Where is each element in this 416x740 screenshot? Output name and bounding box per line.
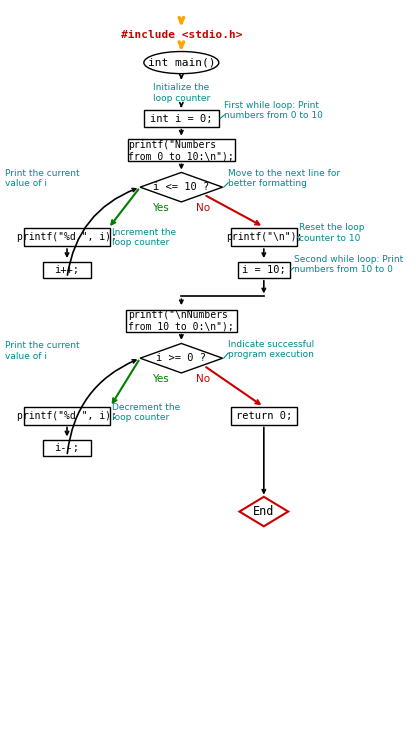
- Text: Initialize the
loop counter: Initialize the loop counter: [153, 83, 210, 103]
- FancyBboxPatch shape: [42, 262, 92, 278]
- Text: i >= 0 ?: i >= 0 ?: [156, 353, 206, 363]
- Polygon shape: [240, 497, 288, 526]
- Text: No: No: [196, 374, 210, 384]
- FancyBboxPatch shape: [144, 110, 219, 127]
- Text: printf("\nNumbers
from 10 to 0:\n");: printf("\nNumbers from 10 to 0:\n");: [129, 310, 234, 332]
- Text: Second while loop: Print
numbers from 10 to 0: Second while loop: Print numbers from 10…: [294, 255, 403, 275]
- Text: return 0;: return 0;: [236, 411, 292, 421]
- FancyBboxPatch shape: [24, 407, 110, 425]
- Text: i = 10;: i = 10;: [242, 265, 286, 275]
- Text: Indicate successful
program execution: Indicate successful program execution: [228, 340, 314, 359]
- Text: int main(): int main(): [148, 58, 215, 67]
- Polygon shape: [140, 172, 223, 202]
- Text: Move to the next line for
better formatting: Move to the next line for better formatt…: [228, 169, 340, 188]
- FancyBboxPatch shape: [231, 407, 297, 425]
- Text: First while loop: Print
numbers from 0 to 10: First while loop: Print numbers from 0 t…: [225, 101, 323, 120]
- Text: Increment the
loop counter: Increment the loop counter: [112, 228, 176, 247]
- FancyBboxPatch shape: [24, 229, 110, 246]
- Text: printf("%d ", i);: printf("%d ", i);: [17, 411, 117, 421]
- Text: int i = 0;: int i = 0;: [150, 114, 213, 124]
- FancyBboxPatch shape: [231, 229, 297, 246]
- FancyBboxPatch shape: [126, 309, 237, 332]
- Text: Yes: Yes: [152, 204, 169, 213]
- Text: #include <stdio.h>: #include <stdio.h>: [121, 30, 242, 40]
- Text: Reset the loop
counter to 10: Reset the loop counter to 10: [300, 223, 365, 243]
- Polygon shape: [140, 343, 223, 373]
- FancyBboxPatch shape: [238, 262, 290, 278]
- Text: Print the current
value of i: Print the current value of i: [5, 169, 80, 188]
- Text: i++;: i++;: [54, 265, 79, 275]
- Text: printf("\n");: printf("\n");: [225, 232, 302, 242]
- Text: printf("Numbers
from 0 to 10:\n");: printf("Numbers from 0 to 10:\n");: [129, 140, 234, 161]
- Text: Yes: Yes: [152, 374, 169, 384]
- Text: printf("%d ", i);: printf("%d ", i);: [17, 232, 117, 242]
- Ellipse shape: [144, 52, 219, 74]
- FancyBboxPatch shape: [42, 440, 92, 457]
- FancyBboxPatch shape: [128, 139, 235, 161]
- Text: No: No: [196, 204, 210, 213]
- Text: i <= 10 ?: i <= 10 ?: [153, 182, 210, 192]
- Text: End: End: [253, 505, 275, 518]
- Text: Print the current
value of i: Print the current value of i: [5, 341, 80, 360]
- Text: i--;: i--;: [54, 443, 79, 453]
- Text: Decrement the
loop counter: Decrement the loop counter: [112, 403, 180, 423]
